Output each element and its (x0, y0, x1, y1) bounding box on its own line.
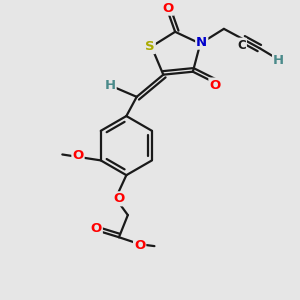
Text: C: C (237, 39, 246, 52)
Text: N: N (196, 36, 207, 49)
Text: O: O (91, 223, 102, 236)
Text: O: O (209, 79, 221, 92)
Text: H: H (273, 54, 284, 67)
Text: O: O (113, 192, 124, 205)
Text: O: O (162, 2, 173, 15)
Text: O: O (72, 149, 84, 163)
Text: O: O (134, 239, 145, 252)
Text: H: H (104, 79, 116, 92)
Text: S: S (145, 40, 155, 53)
